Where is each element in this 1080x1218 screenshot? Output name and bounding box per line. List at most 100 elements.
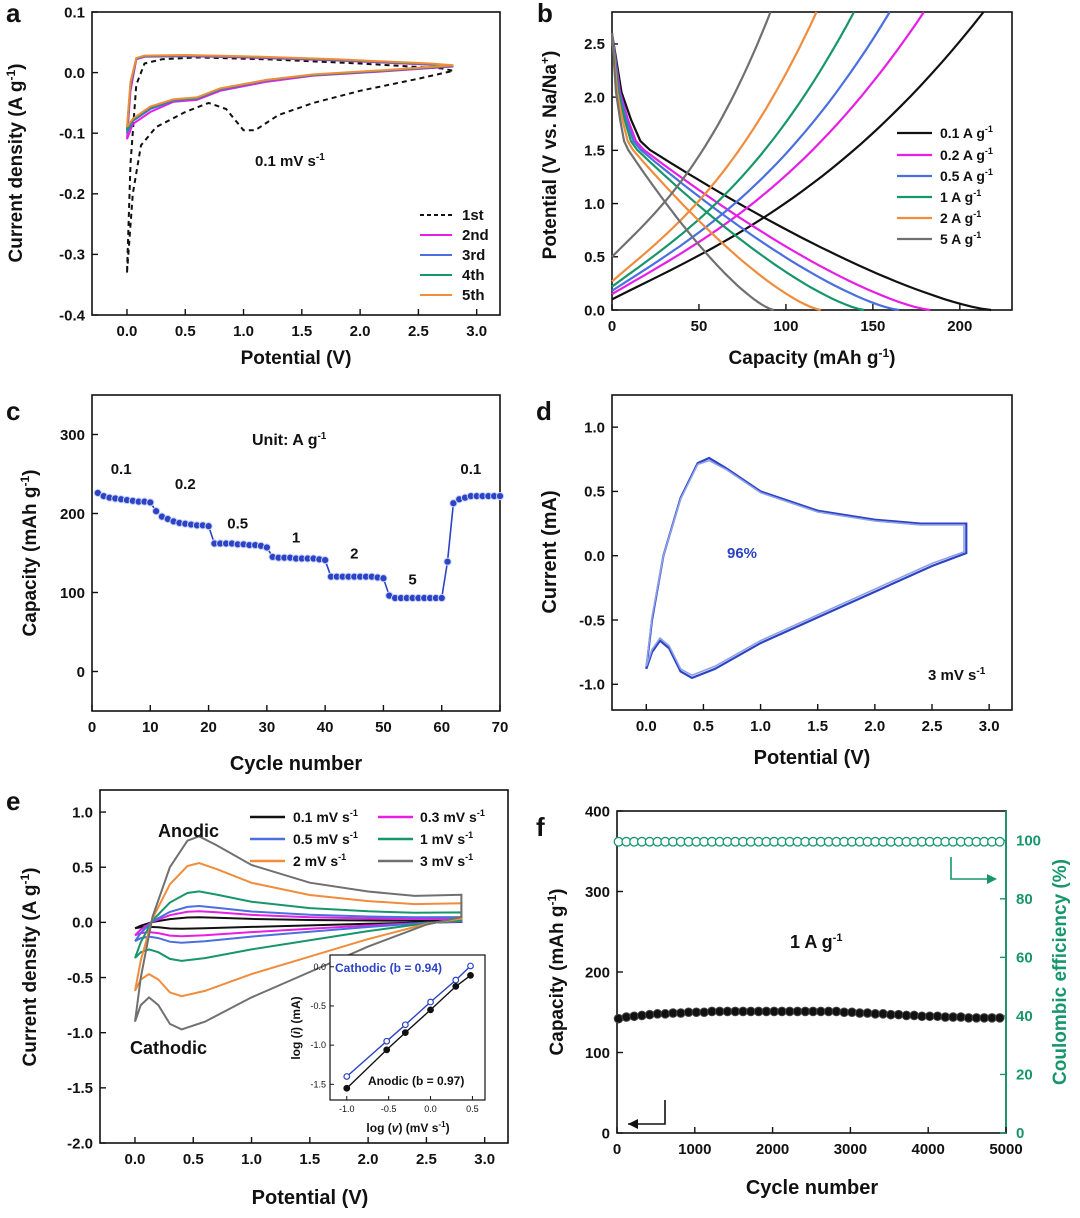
x-tick-label: 50 bbox=[691, 318, 708, 335]
inset-point-cathodic bbox=[467, 962, 474, 970]
x-tick-label: 2.5 bbox=[408, 323, 429, 340]
x-axis-label-f: Cycle number bbox=[746, 1177, 878, 1199]
discharge-curve-0.2 A g bbox=[610, 33, 931, 312]
x-tick-label: 1.5 bbox=[291, 323, 312, 340]
legend-label-0.2: 0.2 A g-1 bbox=[940, 146, 993, 163]
x-ticks-e: 0.0 0.5 1.0 1.5 2.0 2.5 3.0 bbox=[125, 1137, 495, 1168]
legend-label-2: 2 A g-1 bbox=[940, 209, 981, 226]
x-tick-label: 60 bbox=[433, 719, 450, 736]
y-tick-label: -0.5 bbox=[579, 612, 605, 629]
y-ticks-a: 0.1 0.0 -0.1 -0.2 -0.3 -0.4 bbox=[59, 4, 98, 324]
legend-label-5th: 5th bbox=[462, 287, 485, 304]
inset-x-ticks: -1.0 -0.5 0.0 0.5 bbox=[339, 1096, 479, 1114]
capacity-point bbox=[932, 1011, 943, 1022]
plot-frame-f bbox=[616, 810, 1007, 1134]
y-axis-label-a: Current density (A g-1) bbox=[4, 64, 27, 263]
unit-annotation-c: Unit: A g-1 bbox=[252, 431, 327, 449]
legend-label-0.5mV: 0.5 mV s-1 bbox=[293, 830, 358, 847]
y-tick-label: 100 bbox=[60, 585, 85, 602]
series-lines-a bbox=[126, 53, 454, 273]
capacity-point bbox=[146, 498, 155, 507]
x-tick-label: 30 bbox=[259, 719, 276, 736]
y-tick-label: 0.0 bbox=[72, 915, 93, 932]
plot-frame-c bbox=[91, 394, 501, 712]
inset-y-tick-label: -1.5 bbox=[310, 1079, 326, 1089]
x-tick-label: 2.0 bbox=[864, 718, 885, 735]
capacity-point bbox=[379, 574, 388, 583]
charge-curve-0.1 A g bbox=[611, 11, 985, 301]
y-tick-label: 0.0 bbox=[584, 548, 605, 565]
plot-frame-a bbox=[91, 11, 501, 316]
capacity-point bbox=[660, 1009, 671, 1019]
x-tick-label: 200 bbox=[947, 318, 972, 335]
capacity-point bbox=[637, 1010, 647, 1021]
x-tick-label: 10 bbox=[142, 719, 159, 736]
y-tick-label: 0.5 bbox=[72, 859, 93, 876]
y-tick-label: -1.0 bbox=[579, 677, 605, 694]
inset-point-anodic bbox=[427, 1006, 434, 1014]
legend-e: 0.1 mV s-1 0.3 mV s-1 0.5 mV s-1 1 mV s-… bbox=[250, 808, 485, 869]
inset-point-anodic bbox=[343, 1084, 351, 1092]
legend-label-5: 5 A g-1 bbox=[940, 230, 981, 247]
y-tick-label: 1.0 bbox=[72, 804, 93, 821]
y-axis-label-d: Current (mA) bbox=[539, 490, 561, 613]
y-tick-label: 200 bbox=[60, 506, 85, 523]
x-tick-label: 0 bbox=[613, 1141, 621, 1158]
y2-tick-label: 20 bbox=[1016, 1066, 1033, 1083]
legend-label-3mV: 3 mV s-1 bbox=[420, 852, 473, 869]
charge-curve-0.2 A g bbox=[611, 11, 925, 295]
capacity-point bbox=[443, 557, 452, 566]
x-tick-label: 2000 bbox=[756, 1141, 789, 1158]
panel-label-b: b bbox=[537, 0, 553, 28]
cv-curve-3 mV s bbox=[134, 835, 463, 1031]
capacity-point bbox=[994, 1013, 1005, 1023]
capacity-point bbox=[495, 492, 505, 501]
series-lines-b bbox=[610, 11, 992, 312]
x-tick-label: 0.5 bbox=[175, 323, 196, 340]
inset-series bbox=[343, 962, 474, 1092]
x-tick-label: 2.0 bbox=[350, 323, 371, 340]
legend-label-1: 1 A g-1 bbox=[940, 188, 981, 205]
panel-a: a 0.0 0.5 1.0 1.5 2.0 2.5 3.0 0.1 0.0 -0.1 -0.2 -0… bbox=[4, 0, 501, 369]
capacity-point bbox=[621, 1012, 632, 1022]
y-tick-label: 0.1 bbox=[64, 4, 85, 21]
capacity-arrowhead bbox=[628, 1119, 638, 1129]
legend-label-4th: 4th bbox=[462, 267, 485, 284]
y-tick-label: -0.1 bbox=[59, 125, 85, 142]
inset-y-tick-label: 0.0 bbox=[313, 962, 326, 972]
capacity-point bbox=[629, 1011, 639, 1022]
inset-x-tick-label: 0.0 bbox=[424, 1104, 437, 1114]
current-annotation-f: 1 A g-1 bbox=[790, 932, 842, 952]
x-tick-label: 70 bbox=[492, 719, 509, 736]
inset-fit-cathodic bbox=[346, 965, 471, 1078]
y2-tick-label: 100 bbox=[1016, 832, 1041, 849]
inset-x-tick-label: -1.0 bbox=[339, 1104, 355, 1114]
capacity-point bbox=[449, 499, 458, 508]
x-ticks-f: 0 1000 2000 3000 4000 5000 bbox=[613, 1127, 1023, 1158]
y-ticks-d: 1.0 0.5 0.0 -0.5 -1.0 bbox=[579, 419, 618, 694]
charge-curve-2 A g bbox=[611, 11, 818, 283]
y-tick-label: 2.5 bbox=[584, 36, 605, 53]
series-points-f bbox=[613, 836, 1005, 1024]
panel-c: c 0 10 20 30 40 50 60 70 0 100 200 300 0.1 0.2 0.5 1 2… bbox=[6, 394, 509, 775]
panel-d: d 0.0 0.5 1.0 1.5 2.0 2.5 3.0 1.0 0.5 0.0 -0.5 -1.… bbox=[536, 394, 1013, 769]
x-ticks-d: 0.0 0.5 1.0 1.5 2.0 2.5 3.0 bbox=[636, 704, 1000, 735]
x-axis-label-c: Cycle number bbox=[230, 753, 362, 775]
discharge-curve-0.5 A g bbox=[610, 33, 900, 312]
y-tick-label: -0.2 bbox=[59, 186, 85, 203]
plot-frame-d bbox=[611, 394, 1013, 711]
inset-point-cathodic bbox=[427, 998, 434, 1006]
inset-point-cathodic bbox=[452, 976, 460, 984]
cv-curve-5th bbox=[126, 53, 454, 128]
x-tick-label: 150 bbox=[860, 318, 885, 335]
inset-y-tick-label: -1.0 bbox=[310, 1040, 326, 1050]
x-tick-label: 3.0 bbox=[979, 718, 1000, 735]
rate-label: 1 bbox=[292, 530, 300, 547]
rate-label: 0.2 bbox=[175, 476, 196, 493]
rate-label: 2 bbox=[350, 546, 358, 563]
x-tick-label: 0 bbox=[608, 318, 616, 335]
legend-label-0.1mV: 0.1 mV s-1 bbox=[293, 808, 358, 825]
efficiency-axis-arrow bbox=[950, 857, 992, 880]
x-tick-label: 0.5 bbox=[693, 718, 714, 735]
inset-point-anodic bbox=[452, 982, 460, 990]
